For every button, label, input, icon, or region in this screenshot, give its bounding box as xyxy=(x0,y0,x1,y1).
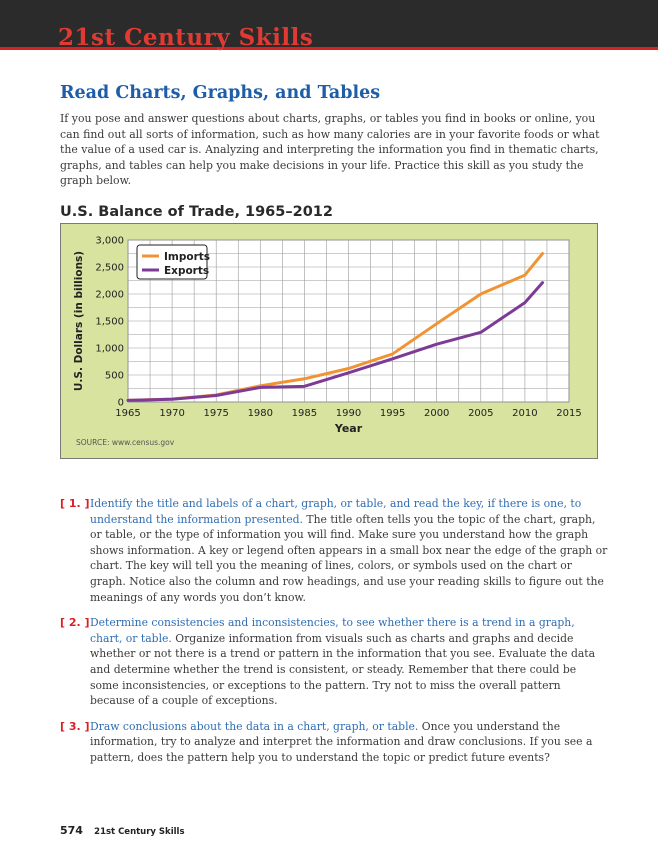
y-axis-label: U.S. Dollars (in billions) xyxy=(73,251,85,391)
x-tick-label: 2010 xyxy=(512,408,537,419)
page-header-title: 21st Century Skills xyxy=(58,24,314,51)
step-text: Identify the title and labels of a chart… xyxy=(90,496,608,605)
step-lead: Identify the title and labels of a chart… xyxy=(90,497,582,526)
x-tick-label: 2015 xyxy=(556,408,581,419)
x-tick-label: 2005 xyxy=(468,408,493,419)
chart-title: U.S. Balance of Trade, 1965–2012 xyxy=(60,204,333,220)
line-chart: 1965 1970 1975 1980 1985 1990 1995 2000 2005 2010… xyxy=(73,236,582,436)
y-tick-label: 0 xyxy=(118,398,124,409)
x-tick-label: 1980 xyxy=(248,408,273,419)
chart-panel: 1965 1970 1975 1980 1985 1990 1995 2000 2005 2010… xyxy=(60,223,598,459)
step-text: Draw conclusions about the data in a cha… xyxy=(90,719,608,766)
page-footer: 574 21st Century Skills xyxy=(60,824,185,837)
y-tick-label: 3,000 xyxy=(95,236,124,247)
header-band xyxy=(0,0,658,50)
intro-paragraph: If you pose and answer questions about c… xyxy=(60,112,600,188)
skill-step-1: [ 1. ] Identify the title and labels of … xyxy=(60,496,608,605)
chart-source: SOURCE: www.census.gov xyxy=(76,438,175,447)
skill-steps: [ 1. ] Identify the title and labels of … xyxy=(60,496,608,776)
legend-label-imports: Imports xyxy=(164,251,210,263)
y-tick-label: 1,500 xyxy=(95,317,124,328)
y-tick-label: 1,000 xyxy=(95,344,124,355)
step-body: Once you understand the information, try… xyxy=(90,719,593,764)
step-text: Determine consistencies and inconsistenc… xyxy=(90,615,608,709)
section-heading: Read Charts, Graphs, and Tables xyxy=(60,83,381,103)
x-tick-label: 1970 xyxy=(159,408,184,419)
skill-step-2: [ 2. ] Determine consistencies and incon… xyxy=(60,615,608,709)
running-title: 21st Century Skills xyxy=(94,827,185,837)
x-tick-label: 1965 xyxy=(115,408,140,419)
step-number: [ 1. ] xyxy=(60,497,90,510)
step-lead: Draw conclusions about the data in a cha… xyxy=(90,719,419,733)
x-tick-label: 1975 xyxy=(203,408,228,419)
page-number: 574 xyxy=(60,824,83,837)
y-tick-label: 500 xyxy=(105,371,124,382)
x-tick-label: 2000 xyxy=(424,408,449,419)
y-tick-label: 2,500 xyxy=(95,263,124,274)
step-number: [ 2. ] xyxy=(60,616,90,630)
step-body: Organize information from visuals such a… xyxy=(90,631,596,708)
x-tick-label: 1985 xyxy=(292,408,317,419)
step-lead: Determine consistencies and inconsistenc… xyxy=(90,616,575,645)
legend-label-exports: Exports xyxy=(164,265,209,277)
x-axis-label: Year xyxy=(334,422,363,435)
step-number: [ 3. ] xyxy=(60,719,90,733)
y-tick-label: 2,000 xyxy=(95,290,124,301)
series-line-exports xyxy=(126,281,545,402)
skill-step-3: [ 3. ] Draw conclusions about the data i… xyxy=(60,719,608,766)
x-tick-label: 1995 xyxy=(380,408,405,419)
step-body: The title often tells you the topic of t… xyxy=(90,512,608,604)
x-tick-label: 1990 xyxy=(336,408,361,419)
